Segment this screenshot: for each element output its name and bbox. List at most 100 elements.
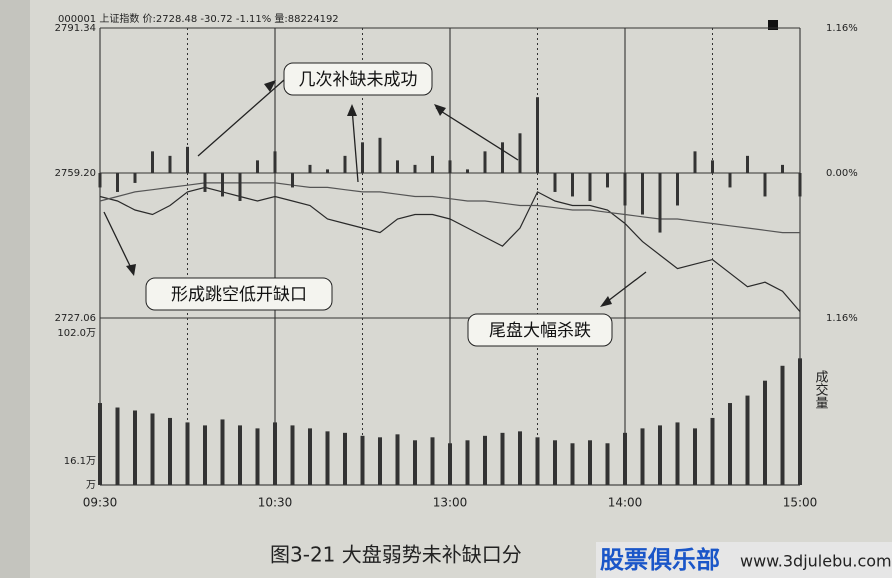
y-tick-label: 万: [86, 480, 96, 491]
page-edge: [0, 0, 30, 578]
watermark-bg: [596, 542, 892, 578]
annotation-box: [145, 277, 333, 311]
annotation-text: 形成跳空低开缺口: [171, 285, 307, 305]
volume-bar: [553, 440, 557, 485]
y-tick-label: 2727.06: [55, 313, 96, 324]
strength-bar: [168, 155, 172, 173]
strength-bar: [448, 160, 452, 173]
strength-bar: [571, 173, 574, 197]
strength-bar: [553, 173, 557, 192]
strength-bar: [641, 173, 644, 215]
arrow-head: [126, 264, 136, 276]
x-tick-label: 09:30: [83, 496, 118, 510]
y-tick-label: 2791.34: [55, 23, 96, 34]
volume-bar: [115, 407, 120, 485]
volume-bar: [640, 428, 645, 485]
volume-bar: [413, 440, 417, 485]
x-tick-label: 13:00: [433, 496, 468, 510]
y-tick-label: 2759.20: [55, 168, 96, 179]
volume-bar: [238, 425, 242, 485]
volume-title: 成交量: [813, 370, 829, 409]
strength-bar: [361, 142, 364, 173]
strength-bar: [763, 173, 767, 197]
strength-bar: [483, 151, 487, 173]
price-line: [99, 186, 801, 312]
volume-bar: [98, 403, 102, 485]
x-tick-label: 10:30: [258, 496, 293, 510]
volume-bar: [658, 425, 662, 485]
strength-bar: [291, 173, 294, 188]
plot: 09:30 10:30 13:00 14:00 15:00 2791.34 2759.20 2…: [55, 23, 858, 510]
volume-bar: [570, 443, 575, 485]
x-tick-label: 15:00: [783, 496, 818, 510]
y2-tick-label: 1.16%: [826, 313, 858, 324]
volume-bar: [780, 365, 785, 485]
strength-bar: [98, 173, 102, 188]
volume-bar: [185, 422, 190, 485]
volume-bar: [745, 395, 750, 485]
strength-bar: [588, 173, 592, 201]
volume-bar: [255, 428, 260, 485]
marker: [768, 20, 778, 30]
strength-bar: [658, 173, 662, 233]
strength-bar: [746, 155, 749, 173]
y2-tick-label: 0.00%: [826, 168, 858, 179]
y2-tick-label: 1.16%: [826, 23, 858, 34]
volume-bar: [518, 431, 522, 485]
y-tick-label: 102.0万: [57, 328, 96, 339]
strength-bar: [221, 173, 224, 197]
strength-bar: [256, 160, 259, 173]
strength-bar: [151, 151, 154, 173]
arrow-head: [600, 296, 612, 307]
volume-bar: [308, 428, 312, 485]
strength-bar: [431, 155, 434, 173]
caption: 图3-21 大盘弱势未补缺口分: [270, 543, 522, 567]
strength-bar: [781, 164, 784, 173]
strength-bar: [186, 146, 189, 173]
volume-bar: [168, 417, 172, 485]
strength-bar: [623, 173, 627, 206]
arrow: [603, 271, 647, 305]
volume-bar: [623, 432, 627, 485]
volume-bar: [203, 425, 207, 485]
volume-bar: [798, 358, 802, 485]
volume-bar: [273, 422, 277, 485]
strength-bar: [273, 151, 277, 173]
strength-bar: [396, 160, 399, 173]
annotation-text: 尾盘大幅杀跌: [489, 321, 591, 341]
volume-bar: [588, 440, 592, 485]
strength-bar: [711, 160, 714, 173]
strength-bar: [378, 137, 382, 173]
volume-bar: [710, 417, 715, 485]
volume-bar: [448, 443, 452, 485]
strength-bar: [308, 164, 312, 173]
strength-bar: [536, 97, 539, 173]
annotation: 形成跳空低开缺口: [103, 211, 333, 311]
volume-bar: [343, 432, 347, 485]
strength-bar: [693, 151, 697, 173]
strength-bar: [413, 164, 417, 173]
strength-bar: [116, 173, 119, 192]
arrow: [197, 79, 519, 183]
strength-bar: [501, 142, 504, 173]
volume-bar: [220, 419, 225, 485]
annotation-text: 几次补缺未成功: [299, 70, 418, 90]
strength-bar: [606, 173, 609, 188]
chart-header: 000001 上证指数 价:2728.48 -30.72 -1.11% 量:88…: [58, 12, 339, 25]
x-tick-label: 14:00: [608, 496, 643, 510]
watermark-logo: 股票俱乐部: [600, 546, 720, 574]
volume-bar: [763, 380, 767, 485]
volume-bar: [465, 440, 470, 485]
volume-bar: [325, 431, 330, 485]
volume-bar: [395, 434, 400, 485]
watermark-url: www.3djulebu.com: [740, 552, 892, 571]
strength-bar: [326, 169, 329, 173]
arrow: [103, 211, 133, 271]
volume-bar: [378, 437, 382, 485]
strength-bar: [133, 173, 137, 183]
strength-bar: [466, 169, 469, 173]
volume-bar: [728, 403, 732, 485]
strength-bar: [798, 173, 802, 197]
